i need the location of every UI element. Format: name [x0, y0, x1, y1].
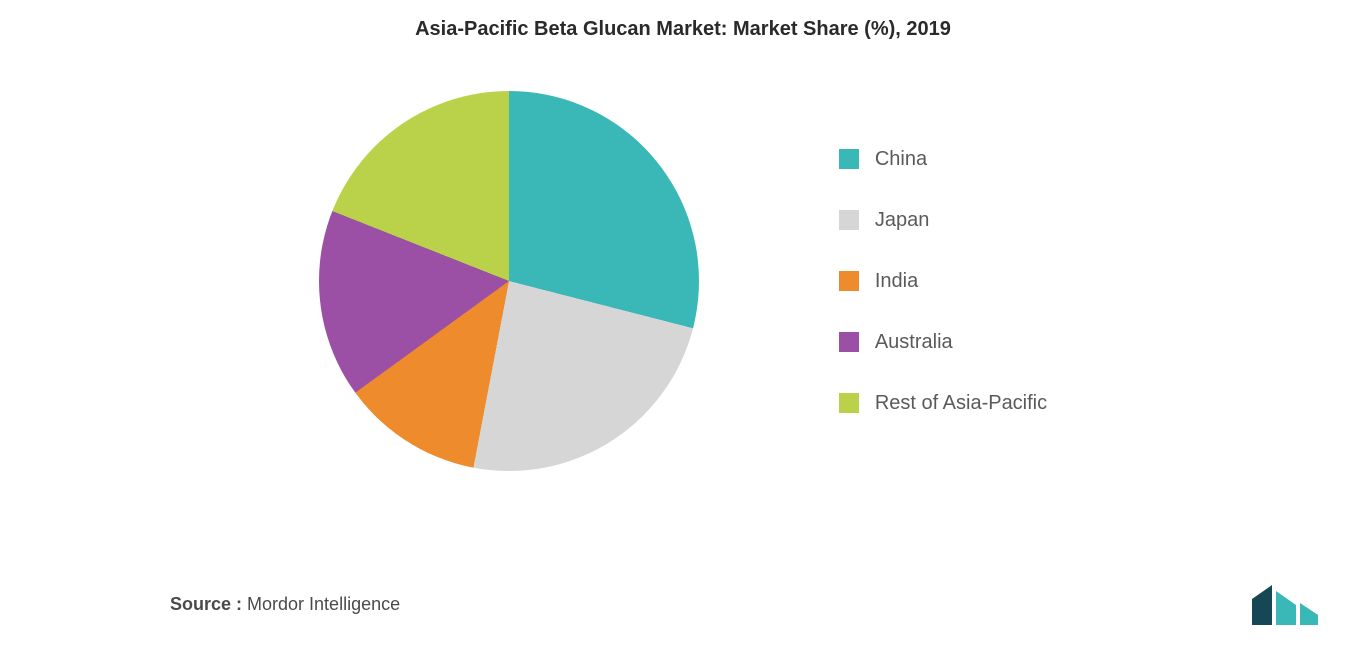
pie-chart: [319, 91, 699, 471]
legend-item: Japan: [839, 209, 1047, 232]
logo-bar-1: [1252, 585, 1272, 625]
legend-swatch: [839, 393, 859, 413]
legend-label: Japan: [875, 209, 930, 232]
legend-item: Australia: [839, 331, 1047, 354]
legend-swatch: [839, 210, 859, 230]
legend-label: Rest of Asia-Pacific: [875, 392, 1047, 415]
source-value: Mordor Intelligence: [247, 594, 400, 614]
chart-container: China Japan India Australia Rest of Asia-Pac…: [0, 91, 1366, 471]
pie-wrapper: [319, 91, 699, 471]
legend-item: India: [839, 270, 1047, 293]
legend-swatch: [839, 149, 859, 169]
source-line: Source : Mordor Intelligence: [170, 594, 400, 615]
logo-bar-3: [1300, 603, 1318, 625]
legend-item: Rest of Asia-Pacific: [839, 392, 1047, 415]
legend: China Japan India Australia Rest of Asia-Pac…: [839, 148, 1047, 415]
legend-swatch: [839, 271, 859, 291]
source-label: Source :: [170, 594, 247, 614]
chart-title: Asia-Pacific Beta Glucan Market: Market …: [0, 0, 1366, 51]
legend-swatch: [839, 332, 859, 352]
legend-label: China: [875, 148, 927, 171]
brand-logo-icon: [1250, 581, 1320, 627]
legend-label: India: [875, 270, 918, 293]
legend-label: Australia: [875, 331, 953, 354]
legend-item: China: [839, 148, 1047, 171]
logo-bar-2: [1276, 591, 1296, 625]
